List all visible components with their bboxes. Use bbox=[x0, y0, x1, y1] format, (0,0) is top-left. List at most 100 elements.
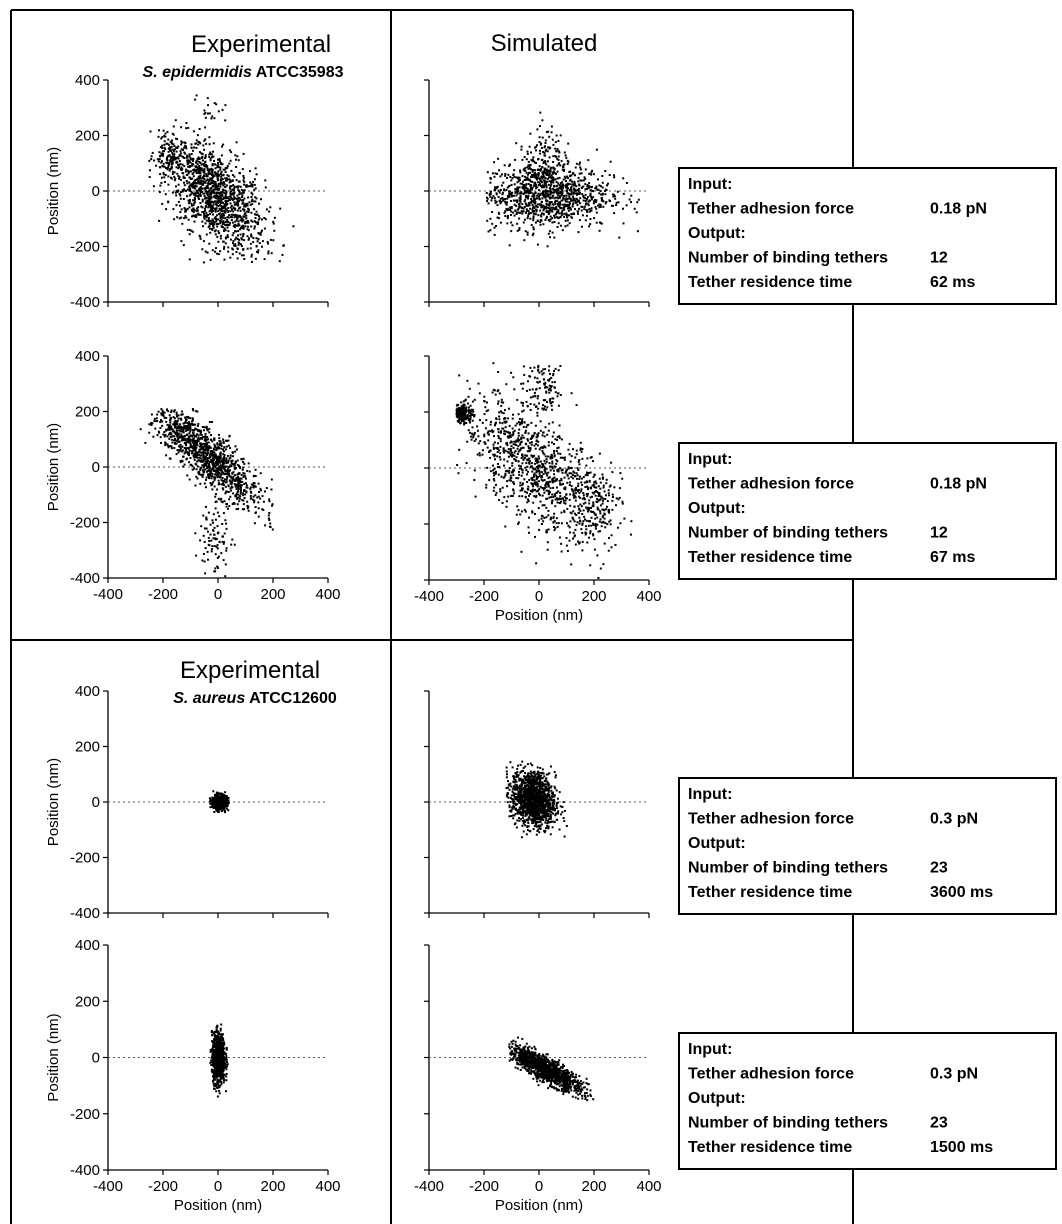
data-point bbox=[552, 181, 555, 184]
data-point bbox=[216, 195, 218, 197]
data-point bbox=[222, 512, 225, 515]
data-point bbox=[475, 438, 477, 441]
data-point bbox=[531, 180, 534, 183]
data-point bbox=[170, 177, 173, 180]
data-point bbox=[180, 413, 183, 416]
data-point bbox=[234, 207, 237, 210]
data-point bbox=[196, 477, 199, 480]
data-point bbox=[503, 211, 506, 214]
data-point bbox=[520, 457, 523, 459]
data-point bbox=[508, 469, 511, 472]
data-point bbox=[210, 174, 213, 177]
data-point bbox=[234, 484, 237, 487]
data-point bbox=[499, 410, 502, 413]
data-point bbox=[523, 478, 526, 481]
data-point bbox=[539, 485, 542, 488]
data-point bbox=[211, 440, 214, 443]
data-point bbox=[574, 166, 577, 169]
data-point bbox=[559, 502, 562, 505]
data-point bbox=[533, 199, 536, 202]
data-point bbox=[566, 219, 569, 222]
data-point bbox=[218, 515, 221, 518]
data-point bbox=[192, 211, 195, 213]
data-point bbox=[535, 149, 537, 152]
data-point bbox=[236, 203, 239, 205]
data-point bbox=[181, 426, 184, 429]
data-point bbox=[161, 202, 164, 205]
data-point bbox=[565, 189, 568, 192]
data-point bbox=[493, 161, 496, 164]
data-point bbox=[159, 427, 162, 429]
data-point bbox=[176, 433, 179, 436]
data-point bbox=[228, 198, 231, 201]
data-point bbox=[206, 458, 209, 461]
data-point bbox=[216, 166, 219, 169]
data-point bbox=[216, 473, 219, 476]
data-point bbox=[542, 190, 544, 193]
data-point bbox=[566, 481, 569, 484]
data-point bbox=[181, 190, 184, 193]
data-point bbox=[214, 518, 217, 521]
data-point bbox=[167, 175, 170, 178]
data-point bbox=[253, 499, 256, 502]
data-point bbox=[546, 433, 549, 436]
data-point bbox=[546, 531, 548, 534]
data-point bbox=[183, 157, 186, 159]
data-point bbox=[523, 508, 526, 511]
data-point bbox=[515, 142, 518, 145]
data-point bbox=[197, 436, 200, 439]
data-point bbox=[493, 233, 496, 236]
data-point bbox=[185, 419, 187, 421]
data-point bbox=[545, 217, 548, 220]
data-point bbox=[564, 198, 567, 201]
data-point bbox=[194, 170, 196, 173]
data-point bbox=[212, 460, 215, 463]
data-point bbox=[516, 505, 519, 508]
data-point bbox=[542, 209, 545, 212]
data-point bbox=[548, 220, 551, 223]
data-point bbox=[257, 482, 260, 485]
data-point bbox=[184, 170, 187, 173]
data-point bbox=[250, 219, 253, 222]
data-point bbox=[233, 543, 236, 546]
data-point bbox=[578, 172, 581, 175]
data-point bbox=[211, 172, 214, 175]
data-point bbox=[197, 195, 200, 198]
data-point bbox=[464, 417, 467, 420]
data-point bbox=[241, 480, 244, 483]
data-point bbox=[205, 190, 207, 193]
data-point bbox=[530, 482, 533, 485]
data-point bbox=[202, 240, 205, 243]
data-point bbox=[547, 165, 550, 168]
data-point bbox=[562, 499, 565, 502]
data-point bbox=[503, 458, 506, 461]
data-point bbox=[515, 456, 518, 459]
data-point bbox=[570, 185, 573, 188]
data-point bbox=[469, 404, 472, 407]
data-point bbox=[170, 445, 173, 448]
data-point bbox=[229, 479, 232, 482]
data-point bbox=[537, 480, 540, 483]
data-point bbox=[506, 197, 509, 200]
data-point bbox=[488, 192, 491, 195]
data-point bbox=[573, 189, 576, 191]
data-point bbox=[214, 210, 217, 213]
data-point bbox=[168, 433, 170, 436]
data-point bbox=[213, 117, 216, 120]
data-point bbox=[516, 229, 519, 232]
data-point bbox=[546, 171, 549, 174]
data-point bbox=[569, 197, 572, 200]
data-point bbox=[231, 538, 234, 541]
data-point bbox=[552, 194, 555, 197]
data-point bbox=[612, 193, 614, 196]
data-point bbox=[162, 129, 165, 132]
data-point bbox=[552, 517, 555, 520]
data-point bbox=[576, 521, 579, 524]
data-point bbox=[221, 523, 224, 525]
data-point bbox=[201, 153, 204, 156]
data-point bbox=[538, 528, 541, 531]
data-point bbox=[599, 185, 602, 188]
data-point bbox=[522, 436, 525, 439]
data-point bbox=[556, 170, 559, 173]
data-point bbox=[179, 150, 182, 153]
